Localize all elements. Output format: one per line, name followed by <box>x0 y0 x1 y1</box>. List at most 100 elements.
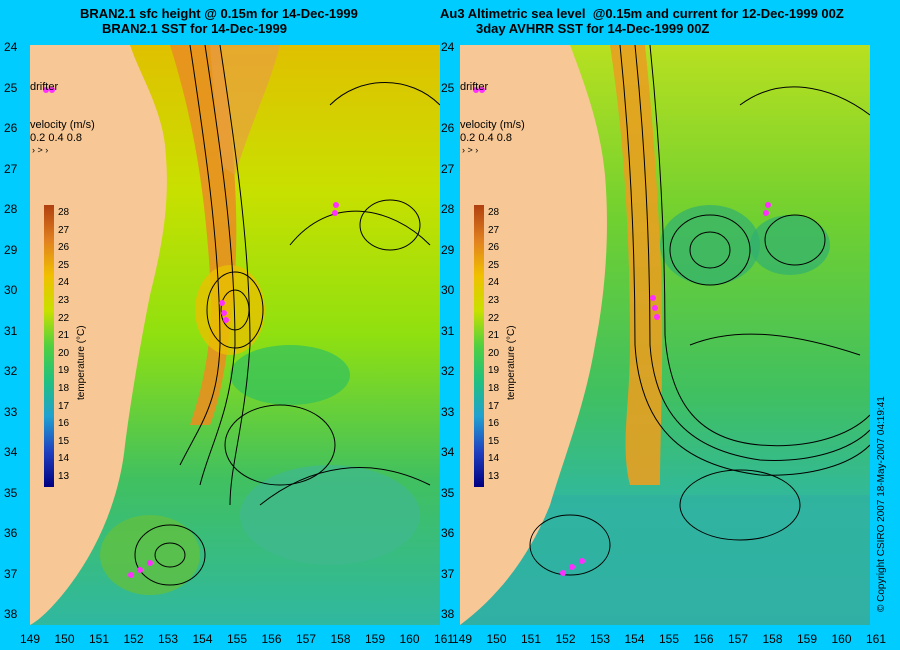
latitude-label: 37 <box>4 566 18 581</box>
southern-eddy <box>100 515 200 595</box>
colorbar-tick-label: 25 <box>58 259 70 271</box>
colorbar-tick-label: 20 <box>58 347 70 359</box>
longitude-label: 160 <box>399 632 420 646</box>
longitude-label: 158 <box>762 632 783 646</box>
colorbar-tick-label: 21 <box>58 330 70 342</box>
colorbar-tick-label: 14 <box>488 453 500 465</box>
latitude-label: 36 <box>441 526 455 540</box>
drifter-label: drifter <box>460 81 489 93</box>
longitude-label: 154 <box>192 632 213 646</box>
colorbar-tick-label: 17 <box>488 400 500 412</box>
colorbar-tick-label: 26 <box>488 242 500 254</box>
colorbar-tick-label: 22 <box>488 312 500 324</box>
colorbar-tick-label: 16 <box>58 418 70 430</box>
drifter-legend-symbol <box>43 87 55 93</box>
colorbar-tick-label: 18 <box>488 383 500 394</box>
latitude-label: 35 <box>441 485 455 500</box>
warm-water-north <box>210 45 280 175</box>
longitude-label: 150 <box>486 632 507 646</box>
latitude-label: 31 <box>4 323 18 338</box>
latitude-label: 25 <box>441 80 455 95</box>
colorbar-tick-label: 18 <box>58 383 70 394</box>
longitude-label: 161 <box>434 632 455 646</box>
drifter-tracks <box>560 202 771 576</box>
velocity-label: velocity (m/s) <box>460 119 525 131</box>
longitude-label: 156 <box>261 632 282 646</box>
longitude-label: 161 <box>866 632 887 646</box>
longitude-label: 155 <box>659 632 680 646</box>
latitude-label: 32 <box>4 364 18 378</box>
latitude-label: 35 <box>4 485 18 500</box>
longitude-label: 159 <box>797 632 818 646</box>
longitude-label: 149 <box>20 632 41 646</box>
latitude-label: 38 <box>4 607 18 621</box>
observed-sst-map: drifter velocity (m/s) 0.2 0.4 0.8 › > ›… <box>460 45 870 625</box>
warm-current <box>610 45 663 485</box>
colorbar-tick-label: 20 <box>488 347 500 359</box>
colorbar <box>474 205 484 487</box>
colorbar-tick-label: 23 <box>488 295 500 306</box>
longitude-label: 153 <box>590 632 611 646</box>
colorbar-tick-label: 19 <box>58 365 70 377</box>
sea-level-contours <box>529 45 870 576</box>
latitude-label: 28 <box>441 202 455 216</box>
velocity-arrows: › > › <box>32 145 49 155</box>
longitude-label: 151 <box>521 632 542 646</box>
colorbar-tick-label: 27 <box>488 224 500 236</box>
colorbar-tick-label: 28 <box>58 207 70 218</box>
latitude-label: 25 <box>4 80 18 95</box>
latitude-label: 36 <box>4 526 18 540</box>
longitude-label: 151 <box>89 632 110 646</box>
colorbar-tick-label: 16 <box>488 418 500 430</box>
longitude-label: 157 <box>728 632 749 646</box>
colorbar-tick-label: 17 <box>58 400 70 412</box>
latitude-label: 32 <box>441 364 455 378</box>
colorbar-tick-label: 21 <box>488 330 500 342</box>
colorbar-tick-label: 13 <box>58 471 70 482</box>
colorbar-tick-label: 15 <box>58 435 70 447</box>
right-title-line1: Au3 Altimetric sea level @0.15m and curr… <box>440 6 844 21</box>
latitude-label: 34 <box>4 445 18 459</box>
colorbar-title: temperature (°C) <box>506 325 517 400</box>
longitude-label: 153 <box>158 632 179 646</box>
colorbar-title: temperature (°C) <box>76 325 87 400</box>
latitude-label: 28 <box>4 202 18 216</box>
velocity-label: velocity (m/s) <box>30 119 95 131</box>
cool-eddy-east <box>750 215 830 275</box>
observed-sst-map-svg <box>460 45 870 625</box>
latitude-label: 26 <box>4 121 18 135</box>
velocity-arrows: › > › <box>462 145 479 155</box>
latitude-label: 37 <box>441 566 455 581</box>
longitude-label: 155 <box>227 632 248 646</box>
drifter-legend-symbol <box>473 87 485 93</box>
latitude-label: 29 <box>4 242 18 257</box>
longitude-label: 158 <box>330 632 351 646</box>
longitude-label: 160 <box>831 632 852 646</box>
colorbar-tick-label: 19 <box>488 365 500 377</box>
latitude-label: 27 <box>4 161 18 176</box>
drifter-label: drifter <box>30 81 59 93</box>
colorbar-tick-label: 14 <box>58 453 70 465</box>
longitude-label: 149 <box>452 632 473 646</box>
colorbar-tick-label: 24 <box>488 277 500 289</box>
colorbar-tick-label: 26 <box>58 242 70 254</box>
latitude-label: 33 <box>441 404 455 419</box>
latitude-label: 38 <box>441 607 455 621</box>
longitude-label: 152 <box>123 632 144 646</box>
model-sst-map-svg <box>30 45 440 625</box>
latitude-label: 24 <box>4 40 18 54</box>
colorbar-tick-label: 25 <box>488 259 500 271</box>
latitude-label: 30 <box>441 283 455 297</box>
longitude-label: 156 <box>693 632 714 646</box>
velocity-values: 0.2 0.4 0.8 <box>30 132 82 144</box>
warm-eddy <box>195 265 265 355</box>
cool-eddy <box>660 205 760 285</box>
latitude-label: 27 <box>441 161 455 176</box>
latitude-label: 30 <box>4 283 18 297</box>
velocity-values: 0.2 0.4 0.8 <box>460 132 512 144</box>
longitude-label: 152 <box>555 632 576 646</box>
colorbar-tick-label: 23 <box>58 295 70 306</box>
latitude-label: 31 <box>441 323 455 338</box>
longitude-label: 159 <box>365 632 386 646</box>
latitude-label: 29 <box>441 242 455 257</box>
